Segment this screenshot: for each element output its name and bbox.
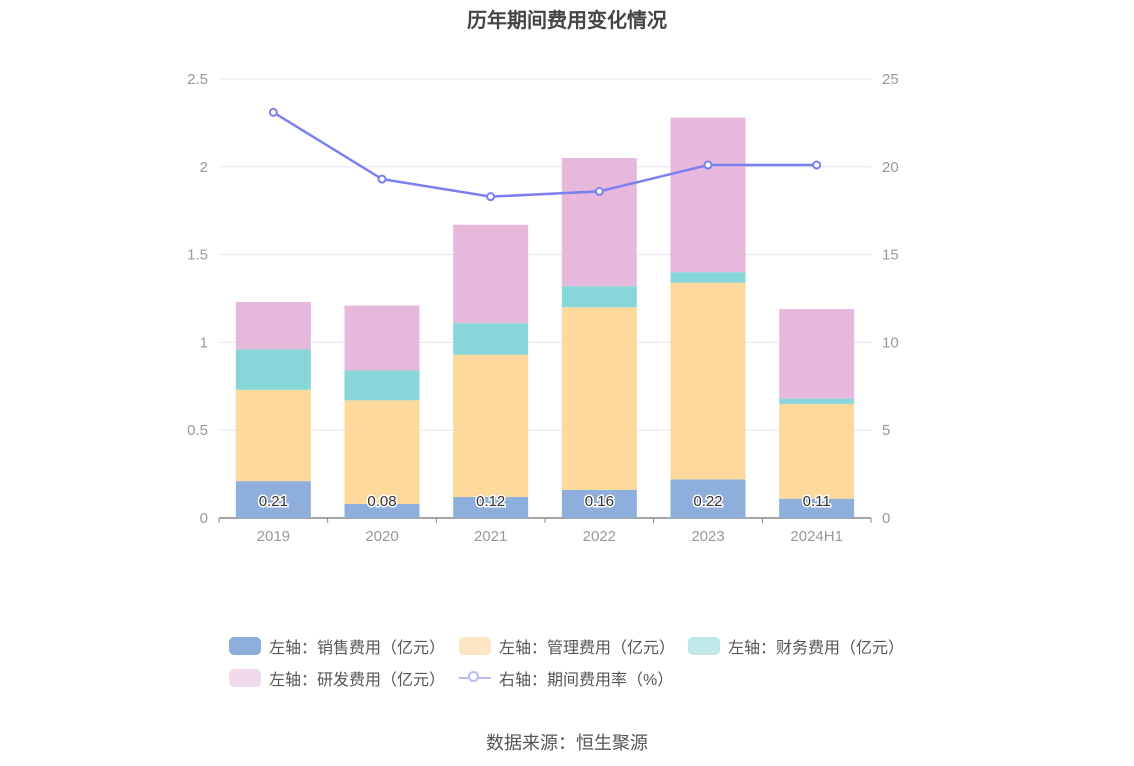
x-axis-tick-label: 2021 [474, 528, 507, 545]
bar-data-label: 0.08 [367, 493, 396, 510]
right-axis-tick-label: 5 [882, 422, 890, 439]
x-axis-tick-label: 2019 [257, 528, 290, 545]
rate-point [812, 160, 822, 170]
bar-segment [344, 305, 420, 371]
x-axis-tick-label: 2023 [691, 528, 724, 545]
bar-segment [779, 309, 855, 399]
x-axis-tick-label: 2020 [365, 528, 398, 545]
left-axis-tick-label: 1 [200, 334, 208, 351]
right-axis-tick-label: 25 [882, 71, 899, 88]
x-axis-tick-label: 2024H1 [790, 528, 843, 545]
legend-swatch-rnd [229, 669, 261, 687]
bar-segment [670, 117, 746, 273]
bar-segment [344, 400, 420, 504]
bar-segment [235, 349, 311, 390]
bar-segment [235, 389, 311, 482]
rate-point [377, 174, 387, 184]
bar-segment [561, 158, 637, 287]
bar-segment [561, 286, 637, 308]
right-axis-tick-label: 0 [882, 510, 890, 527]
bar-data-label: 0.16 [585, 493, 614, 510]
bar-segment [453, 224, 529, 324]
bar-segment [453, 496, 529, 518]
legend-item-finance[interactable]: 左轴：财务费用（亿元） [688, 634, 904, 658]
legend-item-sales[interactable]: 左轴：销售费用（亿元） [229, 634, 445, 658]
bar-segment [779, 398, 855, 404]
rate-point [703, 160, 713, 170]
bar-segment [453, 354, 529, 497]
bar-segment [670, 479, 746, 518]
bar-segment [235, 481, 311, 518]
bars [235, 117, 855, 518]
left-axis-tick-label: 2.5 [187, 71, 208, 88]
legend-label-finance: 左轴：财务费用（亿元） [728, 640, 905, 657]
right-axis-tick-label: 20 [882, 159, 899, 176]
left-axis-tick-label: 0 [200, 510, 208, 527]
legend-label-rnd: 左轴：研发费用（亿元） [269, 672, 446, 689]
bar-segment [344, 503, 420, 518]
bar-data-label: 0.21 [259, 493, 288, 510]
bar-segment [779, 498, 855, 518]
legend-item-admin[interactable]: 左轴：管理费用（亿元） [459, 634, 675, 658]
bar-segment [561, 489, 637, 518]
bar-data-label: 0.11 [803, 493, 831, 510]
bar-segment [561, 307, 637, 490]
legend-item-rate[interactable]: 右轴：期间费用率（%） [459, 666, 673, 690]
legend-item-rnd[interactable]: 左轴：研发费用（亿元） [229, 666, 445, 690]
legend-swatch-rate [459, 669, 491, 687]
bar-segment [235, 302, 311, 350]
bar-segment [779, 403, 855, 499]
data-labels: 0.21 0.08 0.12 0.16 0.22 0.11 [257, 492, 832, 512]
legend-swatch-finance [688, 637, 720, 655]
source-note: 数据来源：恒生聚源 [486, 733, 648, 753]
bar-segment [670, 272, 746, 283]
legend-swatch-admin [459, 637, 491, 655]
legend-label-rate: 右轴：期间费用率（%） [499, 672, 674, 689]
rate-line-path [272, 111, 817, 198]
bar-segment [344, 370, 420, 401]
rate-point [594, 186, 604, 196]
bar-segment [670, 282, 746, 480]
right-axis-tick-label: 15 [882, 247, 899, 264]
legend-label-admin: 左轴：管理费用（亿元） [499, 640, 676, 657]
x-axis-tick-label: 2022 [583, 528, 616, 545]
legend-label-sales: 左轴：销售费用（亿元） [269, 640, 446, 657]
grid-lines [219, 78, 871, 431]
bar-data-label: 0.22 [693, 493, 722, 510]
rate-line [268, 107, 822, 202]
left-axis-tick-label: 0.5 [187, 422, 208, 439]
rate-point [486, 192, 496, 202]
right-axis-tick-label: 10 [882, 334, 899, 351]
axes: 0 0.5 1 1.5 2 2.5 0 5 10 15 20 25 2019 2020 2021 2022 20… [187, 71, 899, 545]
legend-swatch-sales [229, 637, 261, 655]
bar-data-label: 0.12 [476, 493, 505, 510]
chart-title: 历年期间费用变化情况 [467, 10, 667, 32]
bar-segment [453, 323, 529, 355]
left-axis-tick-label: 2 [200, 159, 208, 176]
rate-point [268, 107, 278, 117]
left-axis-tick-label: 1.5 [187, 247, 208, 264]
